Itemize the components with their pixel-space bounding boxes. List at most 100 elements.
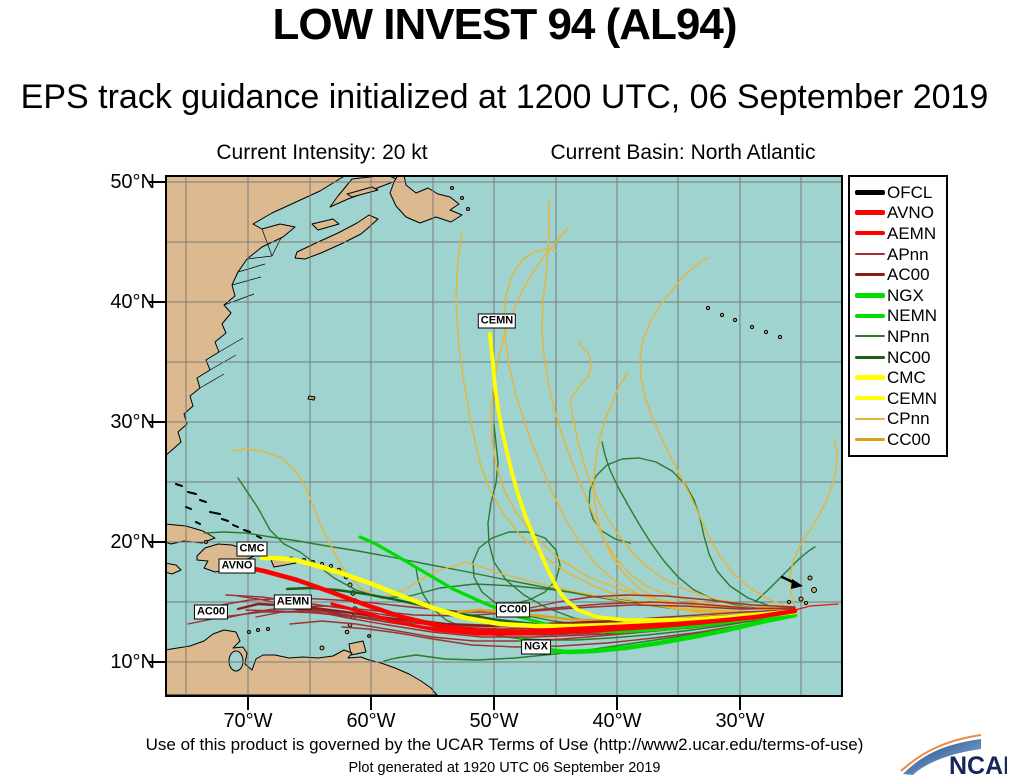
generated-timestamp: Plot generated at 1920 UTC 06 September … (348, 760, 661, 776)
legend-entry-label: OFCL (887, 182, 933, 202)
lon-tick-label: 50°W (469, 710, 519, 732)
lat-axis-tick (149, 301, 165, 303)
subtitle: EPS track guidance initialized at 1200 U… (20, 78, 989, 116)
ncar-logo: NCAR (900, 734, 1007, 778)
legend-entry-label: CPnn (887, 409, 930, 429)
newfoundland-islets (450, 186, 470, 211)
land-nova-scotia (294, 214, 379, 260)
legend-entry-label: CMC (887, 368, 926, 388)
track-NPnn-6 (415, 567, 796, 641)
lake-maracaibo (228, 650, 244, 672)
lat-axis-tick (149, 661, 165, 663)
legend-entry-label: AVNO (887, 203, 934, 223)
track-CPnn-1 (541, 198, 796, 611)
legend-entry-label: CEMN (887, 388, 938, 408)
lon-tick-label: 70°W (223, 710, 273, 732)
legend-entry-label: AC00 (887, 265, 930, 285)
legend-entry-label: APnn (887, 244, 929, 264)
bahamas-islands (175, 483, 262, 539)
legend-line-sample (855, 189, 885, 195)
track-NPnn-5 (754, 546, 816, 603)
track-NPnn-9 (588, 457, 796, 611)
track-CPnn-4 (639, 257, 796, 610)
land-newfoundland (389, 175, 463, 224)
bermuda-island (307, 395, 316, 401)
legend-line-sample (855, 335, 885, 338)
legend-line-sample (855, 210, 885, 216)
legend-line-sample (855, 355, 885, 359)
land-pei (311, 218, 340, 231)
cape-verde-islands (786, 575, 817, 606)
legend-line-sample (855, 417, 885, 420)
lat-axis-tick (149, 541, 165, 543)
legend-entry-nc00: NC00 (855, 347, 946, 368)
legend-entry-label: AEMN (887, 223, 937, 243)
legend-entry-label: NPnn (887, 326, 930, 346)
legend-entry-cemn: CEMN (855, 388, 946, 409)
track-CPnn-3 (569, 340, 796, 610)
legend-entry-apnn: APnn (855, 244, 946, 265)
lon-tick-label: 60°W (346, 710, 396, 732)
lat-axis-tick (149, 421, 165, 423)
land-jamaica (165, 562, 182, 575)
legend-entry-cc00: CC00 (855, 429, 946, 450)
lat-axis-tick (149, 181, 165, 183)
lat-tick-label: 50°N (110, 171, 155, 193)
map-model-label-ac00: AC00 (193, 604, 229, 620)
azores-islands (705, 305, 783, 340)
lon-axis-tick (616, 697, 618, 710)
ncar-swoosh-orange-arc (900, 734, 982, 772)
map-model-label-cc00: CC00 (495, 602, 531, 618)
track-CPnn-9 (593, 371, 796, 618)
legend-line-sample (855, 437, 885, 441)
legend-line-sample (855, 231, 885, 236)
lat-tick-label: 10°N (110, 651, 155, 673)
map-model-label-aemn: AEMN (273, 594, 313, 610)
legend-line-sample (855, 313, 885, 318)
legend-line-sample (855, 375, 885, 381)
model-legend: OFCL AVNO AEMN APnn AC00 NGX NEMN NPnn NC00 CMC CE… (848, 175, 948, 457)
legend-entry-nemn: NEMN (855, 306, 946, 327)
map-model-label-cmc: CMC (236, 541, 268, 557)
legend-line-sample (855, 273, 885, 277)
current-basin-label: Current Basin: North Atlantic (550, 141, 816, 164)
lat-tick-label: 40°N (110, 291, 155, 313)
legend-line-sample (855, 292, 885, 298)
abc-islands (204, 540, 325, 651)
lon-tick-label: 30°W (715, 710, 765, 732)
legend-line-sample (855, 396, 885, 401)
legend-entry-label: NC00 (887, 347, 931, 367)
legend-line-sample (855, 253, 885, 256)
legend-entry-ofcl: OFCL (855, 182, 946, 203)
lon-axis-tick (370, 697, 372, 710)
map-model-label-avno: AVNO (218, 558, 256, 574)
lat-tick-label: 30°N (110, 411, 155, 433)
current-intensity-label: Current Intensity: 20 kt (216, 141, 428, 164)
legend-entry-cmc: CMC (855, 367, 946, 388)
track-CPnn-2 (503, 248, 796, 613)
atlantic-track-map (165, 175, 843, 697)
track-CEMN (488, 332, 797, 622)
lon-axis-tick (247, 697, 249, 710)
map-frame (165, 175, 843, 697)
map-model-label-cemn: CEMN (477, 313, 517, 329)
land-trinidad (348, 640, 367, 656)
ncar-logo-text: NCAR (949, 752, 1007, 778)
legend-entry-ngx: NGX (855, 285, 946, 306)
legend-entry-label: NGX (887, 285, 924, 305)
legend-entry-aemn: AEMN (855, 223, 946, 244)
lon-axis-tick (739, 697, 741, 710)
legend-entry-npnn: NPnn (855, 326, 946, 347)
legend-entry-ac00: AC00 (855, 264, 946, 285)
legend-entry-label: NEMN (887, 306, 938, 326)
ncar-swoosh (903, 739, 981, 775)
legend-entry-label: CC00 (887, 429, 931, 449)
terms-of-use-text: Use of this product is governed by the U… (145, 735, 864, 754)
track-CPnn-6 (455, 231, 796, 614)
page-title: LOW INVEST 94 (AL94) (272, 0, 737, 49)
legend-entry-cpnn: CPnn (855, 409, 946, 430)
map-model-label-ngx: NGX (521, 639, 551, 655)
track-APnn-11 (529, 594, 796, 609)
legend-entry-avno: AVNO (855, 203, 946, 224)
